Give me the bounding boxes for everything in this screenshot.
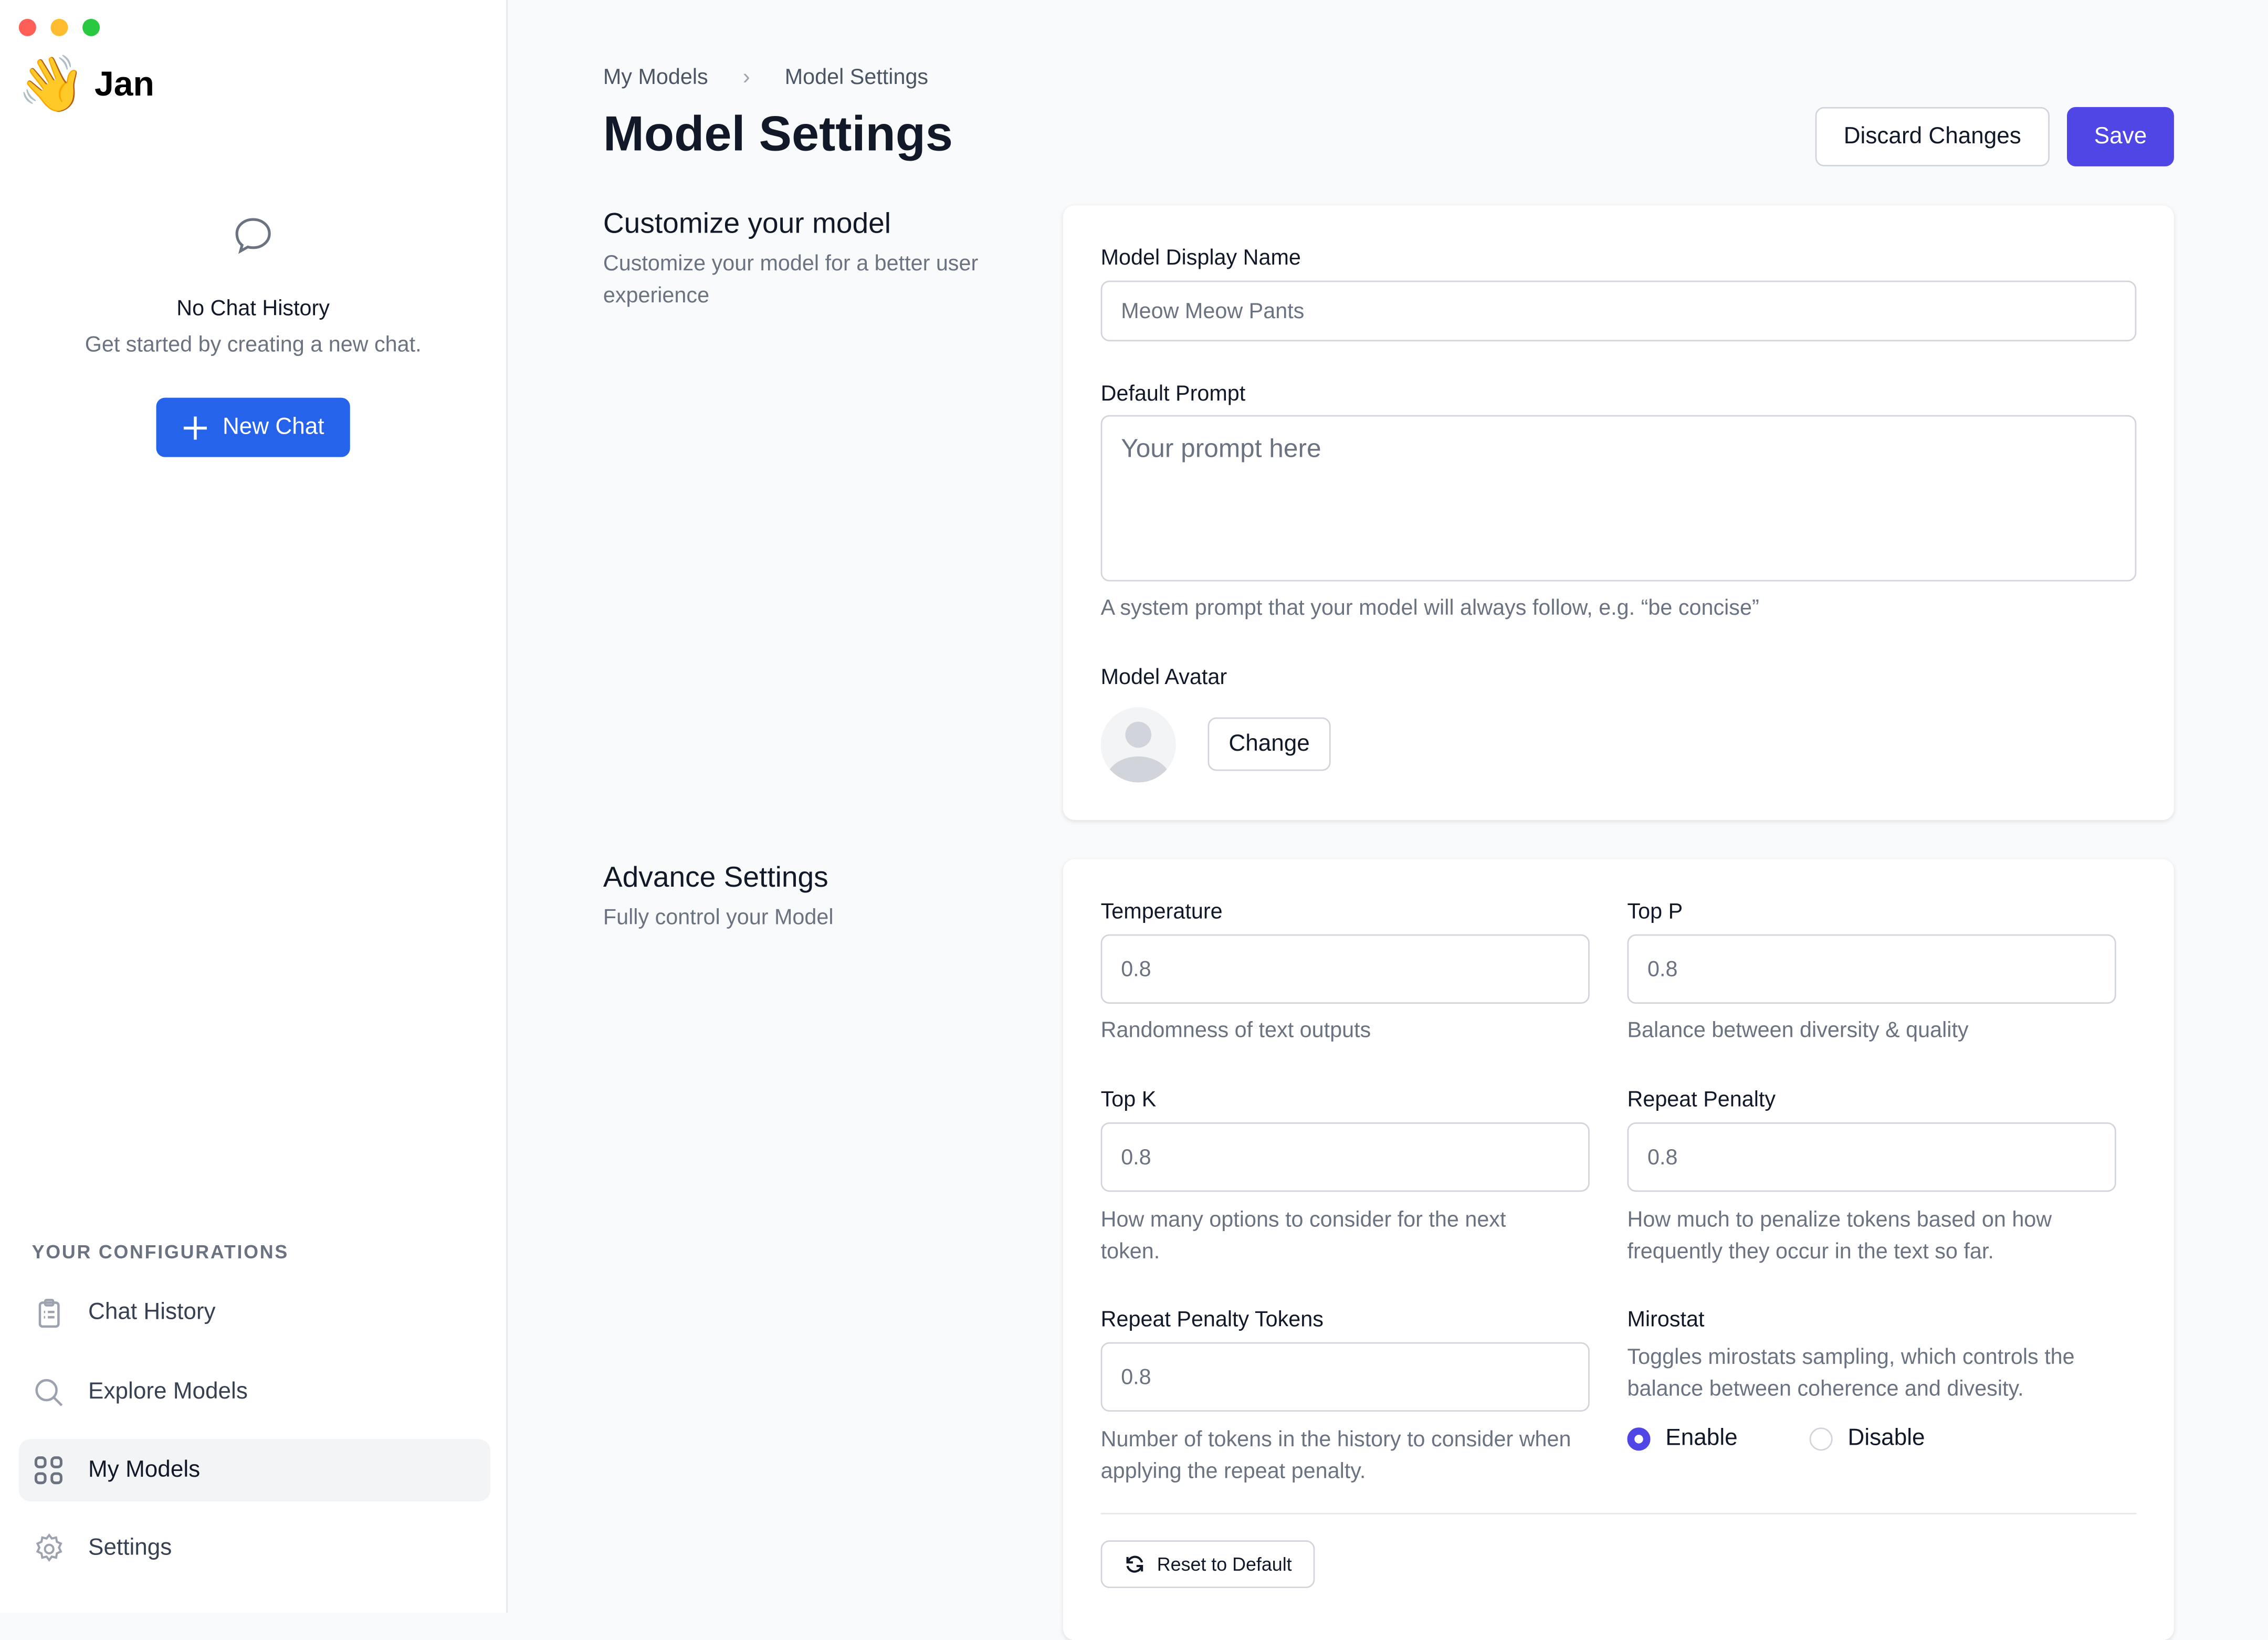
close-window-button[interactable]	[18, 18, 36, 36]
repeat-penalty-hint: How much to penalize tokens based on how…	[1627, 1207, 2052, 1264]
configurations-heading: YOUR CONFIGURATIONS	[32, 1240, 289, 1263]
default-prompt-hint: A system prompt that your model will alw…	[1100, 596, 1759, 621]
top-p-hint: Balance between diversity & quality	[1627, 1018, 1969, 1043]
sidebar-item-label: Explore Models	[88, 1379, 248, 1404]
app-name: Jan	[94, 65, 154, 104]
breadcrumb: My Models › Model Settings	[603, 65, 928, 90]
top-k-label: Top K	[1100, 1087, 1157, 1112]
mirostat-label: Mirostat	[1627, 1307, 1705, 1332]
enable-label: Enable	[1665, 1426, 1738, 1451]
empty-subtitle: Get started by creating a new chat.	[85, 332, 422, 358]
page-title: Model Settings	[603, 107, 953, 162]
new-chat-button[interactable]: New Chat	[156, 397, 351, 457]
radio-unchecked-icon	[1809, 1427, 1833, 1450]
customize-card: Model Display Name Meow Meow Pants Defau…	[1063, 205, 2174, 821]
advanced-title: Advance Settings	[603, 862, 828, 894]
app-logo: 👋 Jan	[17, 58, 154, 113]
save-button[interactable]: Save	[2067, 107, 2174, 166]
repeat-penalty-label: Repeat Penalty	[1627, 1087, 1776, 1112]
window-controls	[18, 18, 100, 36]
sidebar-item-label: Chat History	[88, 1299, 216, 1324]
sidebar-item-my-models[interactable]: My Models	[18, 1439, 490, 1501]
sidebar-item-settings[interactable]: Settings	[19, 1517, 490, 1579]
temperature-hint: Randomness of text outputs	[1100, 1018, 1371, 1043]
default-prompt-label: Default Prompt	[1100, 382, 1246, 407]
waving-hand-icon: 👋	[17, 55, 86, 116]
radio-checked-icon	[1627, 1427, 1651, 1450]
advanced-subtitle: Fully control your Model	[603, 905, 834, 930]
empty-title: No Chat History	[176, 296, 330, 321]
new-chat-label: New Chat	[222, 414, 324, 439]
sidebar-item-chat-history[interactable]: Chat History	[19, 1281, 490, 1343]
sidebar-item-label: My Models	[88, 1457, 201, 1482]
display-name-label: Model Display Name	[1100, 246, 1301, 271]
empty-chat-state: No Chat History Get started by creating …	[0, 214, 506, 457]
top-k-input[interactable]: 0.8	[1100, 1122, 1590, 1192]
change-avatar-button[interactable]: Change	[1208, 717, 1331, 771]
discard-changes-button[interactable]: Discard Changes	[1815, 107, 2050, 166]
sidebar-item-label: Settings	[88, 1535, 172, 1560]
repeat-tokens-hint: Number of tokens in the history to consi…	[1100, 1427, 1571, 1484]
refresh-icon	[1126, 1555, 1143, 1573]
sidebar-item-explore-models[interactable]: Explore Models	[19, 1361, 490, 1423]
repeat-tokens-input[interactable]: 0.8	[1100, 1342, 1590, 1412]
top-p-label: Top P	[1627, 899, 1683, 924]
breadcrumb-my-models[interactable]: My Models	[603, 65, 708, 90]
minimize-window-button[interactable]	[50, 18, 68, 36]
repeat-tokens-label: Repeat Penalty Tokens	[1100, 1307, 1324, 1332]
default-prompt-textarea[interactable]: Your prompt here	[1100, 415, 2137, 582]
chat-bubble-icon	[235, 218, 271, 254]
display-name-input[interactable]: Meow Meow Pants	[1100, 280, 2137, 342]
model-avatar-label: Model Avatar	[1100, 665, 1227, 690]
search-icon	[35, 1378, 63, 1406]
advanced-card: Temperature 0.8 Randomness of text outpu…	[1063, 859, 2174, 1640]
sidebar: 👋 Jan No Chat History Get started by cre…	[0, 0, 508, 1613]
divider	[1100, 1512, 2137, 1515]
gear-icon	[36, 1532, 62, 1561]
clipboard-icon	[38, 1298, 60, 1327]
repeat-penalty-input[interactable]: 0.8	[1627, 1122, 2116, 1192]
reset-label: Reset to Default	[1157, 1553, 1292, 1575]
customize-subtitle: Customize your model for a better user e…	[603, 251, 979, 308]
mirostat-hint: Toggles mirostats sampling, which contro…	[1627, 1345, 2075, 1402]
disable-label: Disable	[1847, 1426, 1925, 1451]
maximize-window-button[interactable]	[82, 18, 100, 36]
top-p-input[interactable]: 0.8	[1627, 934, 2116, 1004]
mirostat-disable-radio[interactable]: Disable	[1809, 1426, 1925, 1453]
mirostat-enable-radio[interactable]: Enable	[1627, 1426, 1738, 1453]
top-k-hint: How many options to consider for the nex…	[1100, 1207, 1506, 1264]
chevron-right-icon: ›	[742, 65, 750, 90]
temperature-input[interactable]: 0.8	[1100, 934, 1590, 1004]
breadcrumb-model-settings: Model Settings	[784, 65, 929, 90]
temperature-label: Temperature	[1100, 899, 1223, 924]
grid-icon	[34, 1455, 62, 1484]
avatar-placeholder-icon	[1100, 707, 1176, 783]
reset-to-default-button[interactable]: Reset to Default	[1100, 1540, 1315, 1589]
plus-icon	[183, 416, 207, 439]
customize-title: Customize your model	[603, 208, 891, 240]
